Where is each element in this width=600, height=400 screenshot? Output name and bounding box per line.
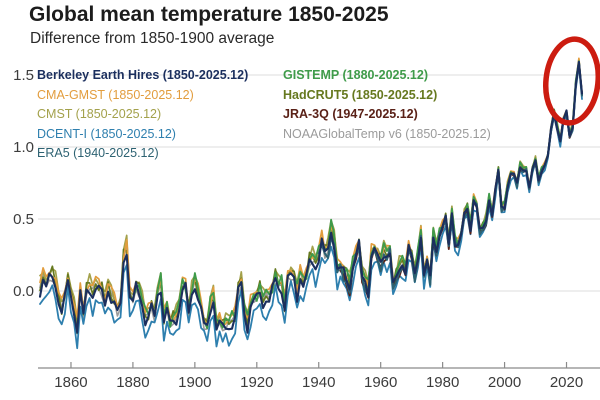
legend-column-right: GISTEMP (1880-2025.12) HadCRUT5 (1850-202…: [283, 66, 491, 144]
chart-title: Global mean temperature 1850-2025: [29, 3, 389, 26]
x-axis-label-2020: 2020: [550, 374, 583, 391]
y-axis-label-0.5: 0.5: [13, 211, 34, 228]
legend-item-jra-3q: JRA-3Q (1947-2025.12): [283, 107, 418, 121]
y-axis-label-0.0: 0.0: [13, 283, 34, 300]
legend-item-noaaglobaltemp-v6: NOAAGlobalTemp v6 (1850-2025.12): [283, 126, 491, 141]
x-axis-label-1960: 1960: [364, 374, 397, 391]
y-axis-label-1.5: 1.5: [13, 67, 34, 84]
chart-subtitle: Difference from 1850-1900 average: [30, 30, 275, 47]
series-line-berkeley-earth-hires: [38, 61, 584, 334]
series-line-dcent-i: [39, 64, 583, 350]
x-axis-label-1980: 1980: [426, 374, 459, 391]
legend-item-dcent-i: DCENT-I (1850-2025.12): [37, 126, 176, 141]
legend-column-left: Berkeley Earth Hires (1850-2025.12) CMA-G…: [37, 66, 248, 164]
y-axis-label-1.0: 1.0: [13, 139, 34, 156]
legend-item-era5: ERA5 (1940-2025.12): [37, 146, 159, 160]
x-axis-label-2000: 2000: [488, 374, 521, 391]
legend-item-cmst: CMST (1850-2025.12): [37, 107, 162, 121]
x-axis-label-1880: 1880: [116, 374, 149, 391]
highlight-ellipse: [543, 36, 600, 126]
legend-item-cma-gmst: CMA-GMST (1850-2025.12): [37, 87, 194, 102]
x-axis-label-1940: 1940: [302, 374, 335, 391]
legend-item-berkeley-earth-hires: Berkeley Earth Hires (1850-2025.12): [37, 68, 249, 82]
x-axis-label-1920: 1920: [240, 374, 273, 391]
legend-item-hadcrut5: HadCRUT5 (1850-2025.12): [283, 87, 438, 102]
x-axis-label-1860: 1860: [54, 374, 87, 391]
x-axis-label-1900: 1900: [178, 374, 211, 391]
legend-item-gistemp: GISTEMP (1880-2025.12): [283, 68, 428, 82]
